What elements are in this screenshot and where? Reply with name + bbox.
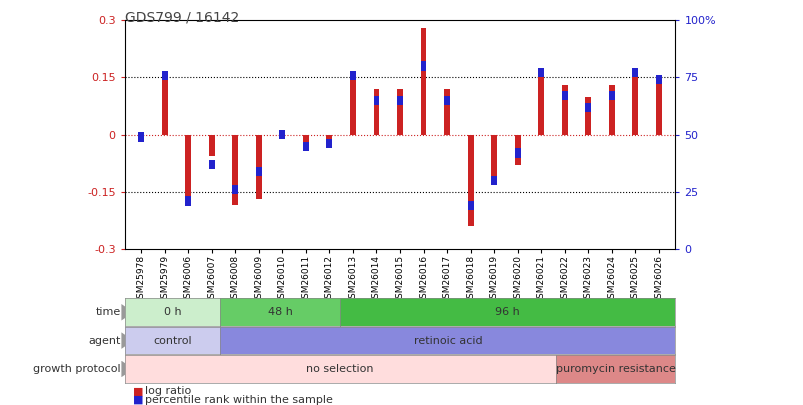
Bar (491, 176, 496, 185)
Bar (303, 134, 308, 150)
Bar (491, 134, 496, 184)
Bar (279, 134, 285, 139)
Bar (255, 167, 262, 176)
Bar (349, 76, 356, 134)
Text: ■: ■ (132, 386, 143, 396)
Bar (209, 134, 214, 156)
Bar (632, 70, 638, 134)
Bar (537, 70, 544, 134)
Bar (585, 96, 590, 134)
Text: agent: agent (88, 336, 120, 345)
Bar (655, 75, 661, 84)
Text: 48 h: 48 h (267, 307, 292, 317)
Text: control: control (153, 336, 192, 345)
Bar (397, 96, 402, 105)
Polygon shape (121, 304, 133, 320)
Bar (373, 89, 379, 134)
Bar (326, 134, 332, 146)
Bar (161, 72, 167, 134)
Bar (232, 185, 238, 194)
Bar (585, 102, 590, 112)
Bar (632, 68, 638, 77)
Bar (443, 89, 450, 134)
Bar (232, 134, 238, 205)
Polygon shape (121, 333, 133, 349)
Text: percentile rank within the sample: percentile rank within the sample (145, 395, 332, 405)
Bar (138, 132, 144, 141)
Bar (443, 96, 450, 105)
Bar (420, 28, 426, 134)
Text: GDS799 / 16142: GDS799 / 16142 (124, 10, 238, 24)
Bar (185, 134, 191, 203)
Bar (514, 134, 520, 165)
Text: 96 h: 96 h (495, 307, 520, 317)
Text: ■: ■ (132, 395, 143, 405)
Bar (467, 201, 473, 210)
Bar (349, 70, 356, 80)
Bar (279, 130, 285, 139)
Bar (561, 85, 567, 134)
Bar (373, 96, 379, 105)
Bar (561, 91, 567, 100)
Bar (303, 141, 308, 151)
Bar (514, 148, 520, 158)
Bar (537, 68, 544, 77)
Bar (209, 160, 214, 169)
Text: puromycin resistance: puromycin resistance (555, 364, 675, 374)
Text: time: time (96, 307, 120, 317)
Bar (608, 85, 614, 134)
Bar (397, 89, 402, 134)
Text: log ratio: log ratio (145, 386, 191, 396)
Text: retinoic acid: retinoic acid (413, 336, 482, 345)
Bar (608, 91, 614, 100)
Bar (655, 77, 661, 134)
Text: no selection: no selection (306, 364, 373, 374)
Text: growth protocol: growth protocol (33, 364, 120, 374)
Text: 0 h: 0 h (164, 307, 181, 317)
Bar (161, 70, 167, 80)
Bar (185, 196, 191, 206)
Bar (467, 134, 473, 226)
Bar (326, 139, 332, 148)
Polygon shape (121, 361, 133, 377)
Bar (420, 62, 426, 70)
Bar (138, 134, 144, 139)
Bar (255, 134, 262, 200)
